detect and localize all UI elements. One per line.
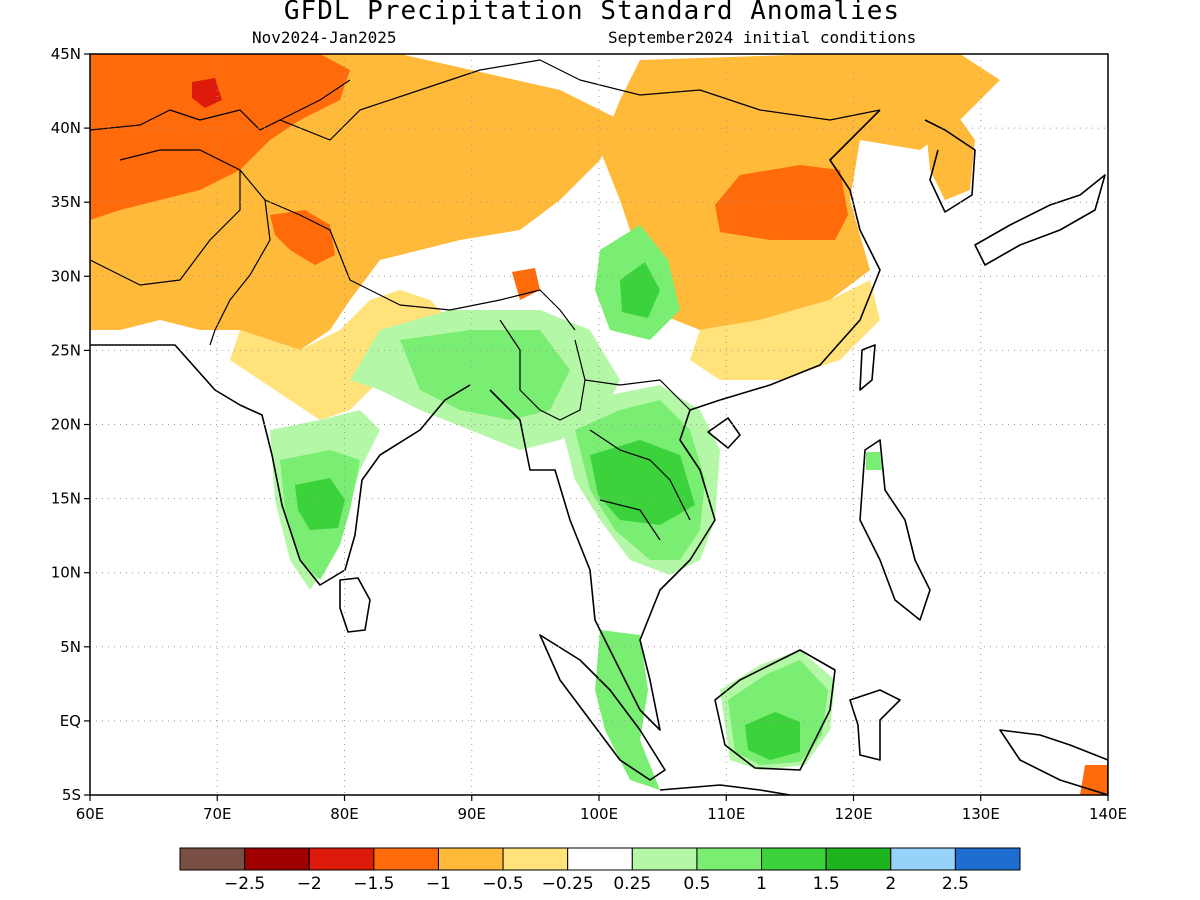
coastline-java [659,784,791,795]
legend-swatch [308,847,375,871]
dry-anomaly-east-china-light [690,280,880,380]
legend-swatch [567,847,633,871]
legend-swatch [761,847,827,871]
border-myanmar [499,319,586,421]
legend-swatch [631,847,698,871]
coastline-korea [924,119,976,213]
border-afghanistan-pakistan [90,149,241,286]
border-china-north [279,59,881,141]
lat-tick-label: 45N [51,45,81,63]
wet-anomaly-south-india-core [295,478,345,530]
coastline-borneo [714,649,836,771]
lon-tick-label: 130E [962,805,1000,823]
lat-tick-label: 10N [51,564,81,582]
legend-label: −2.5 [224,874,265,894]
coastline-japan [974,174,1106,266]
coastline-sumatra [539,634,666,781]
lon-tick-label: 60E [76,805,105,823]
lat-tick-label: 15N [51,490,81,508]
legend-label: 2.5 [942,874,969,894]
lat-tick-label: 5N [60,638,81,656]
legend-label: 0.5 [683,874,710,894]
legend-swatch [696,847,763,871]
coastlines [90,109,1108,795]
lat-tick-label: 5S [62,786,81,804]
legend-label: 1 [756,874,767,894]
legend-swatch [954,847,1021,871]
legend-swatch [502,847,569,871]
map-title: GFDL Precipitation Standard Anomalies [283,0,901,26]
coastline-new-guinea [999,729,1108,795]
legend-label: 2 [885,874,896,894]
lon-tick-label: 110E [707,805,745,823]
legend-label: −2 [297,874,322,894]
anomaly-field [90,54,1108,795]
dry-anomaly-tibet [512,268,540,300]
coastline-taiwan [859,344,876,391]
legend-label: 1.5 [813,874,840,894]
lat-tick-label: 30N [51,267,81,285]
wet-anomaly-philippines [866,452,882,470]
coastline-hainan [707,417,741,449]
legend-label: −0.5 [482,874,523,894]
lon-tick-label: 90E [457,805,486,823]
legend-label: −1 [426,874,451,894]
wet-anomaly-sumatra [595,630,660,790]
lon-tick-label: 120E [834,805,872,823]
legend-swatch [373,847,439,871]
legend-swatch [825,847,892,871]
lat-tick-label: 40N [51,119,81,137]
lat-tick-label: EQ [60,712,81,730]
wet-anomaly-borneo-core [745,712,800,760]
dry-anomaly-central-asia [90,54,350,220]
lat-tick-label: 35N [51,193,81,211]
lat-tick-label: 25N [51,341,81,359]
forecast-period: Nov2024-Jan2025 [252,28,397,47]
dry-anomaly-west-light [230,290,450,420]
dry-anomaly-new-guinea [1080,765,1108,795]
dry-anomaly-core [192,78,222,108]
lon-tick-label: 70E [203,805,232,823]
dry-anomaly-korea [925,112,975,200]
border-himalaya [264,199,576,331]
lon-tick-label: 80E [330,805,359,823]
national-borders [90,59,881,541]
border-indochina [584,379,691,541]
legend-swatch [179,847,246,871]
border-central-asia [90,79,351,131]
coastline-sulawesi [849,689,901,761]
coastline-myanmar-indochina [489,389,721,731]
lat-tick-label: 20N [51,416,81,434]
legend-swatch [437,847,504,871]
lon-tick-label: 140E [1089,805,1127,823]
coastline-philippines [859,439,931,621]
legend-swatch [244,847,310,871]
legend-label: −0.25 [542,874,594,894]
initial-conditions: September2024 initial conditions [608,28,917,47]
legend-label: 0.25 [613,874,651,894]
colorbar-legend: −2.5 −2 −1.5 −1 −0.5 −0.25 0.25 0.5 1 1.5 2 2.5 [179,847,1021,894]
coastline-india [90,344,471,586]
legend-swatch [890,847,956,871]
axes: 60E 70E 80E 90E 100E 110E 120E 130E 140E 45N 40N 35… [51,45,1127,823]
legend-label: −1.5 [353,874,394,894]
dry-anomaly-east-china-core [715,165,848,240]
coastline-china [719,109,881,401]
coastline-sri-lanka [339,577,371,633]
lon-tick-label: 100E [580,805,618,823]
